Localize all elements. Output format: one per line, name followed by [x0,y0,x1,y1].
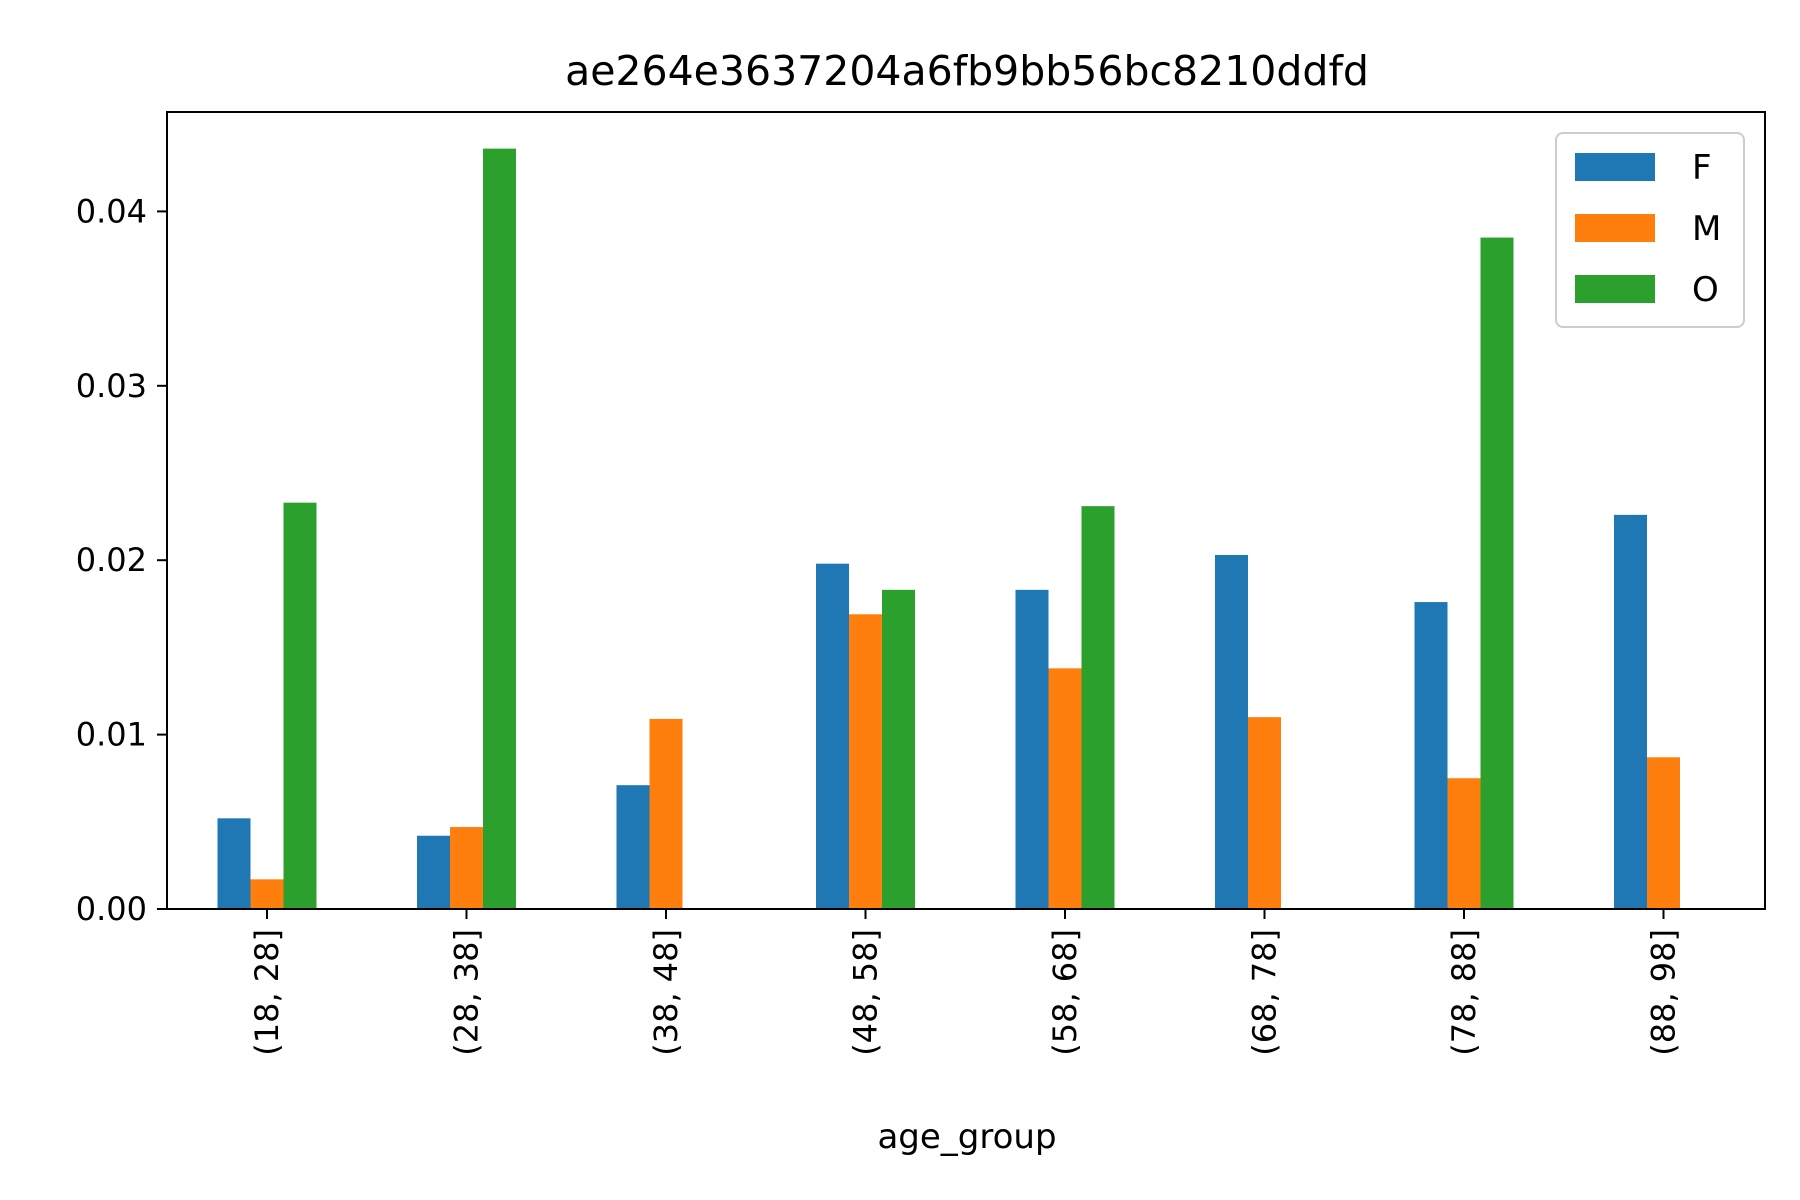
bar-f-6 [1414,602,1448,909]
chart-title: ae264e3637204a6fb9bb56bc8210ddfd [565,47,1369,95]
bar-o-3 [882,589,915,909]
legend-swatch-m [1575,214,1655,242]
bars-layer [217,148,1680,909]
bar-f-1 [417,835,450,909]
x-tick-label: (88, 98] [1645,929,1683,1056]
bar-m-3 [849,614,882,909]
bar-f-0 [217,818,251,909]
x-axis-ticks: (18, 28] (28, 38] (38, 48] (48, 58] (58, 68]… [248,909,1683,1056]
bar-m-5 [1248,717,1281,909]
x-tick-label: (28, 38] [448,929,486,1056]
x-tick-label: (68, 78] [1246,929,1284,1056]
bar-f-3 [816,563,849,909]
bar-o-6 [1480,237,1514,909]
bar-m-7 [1647,757,1680,909]
bar-o-0 [283,502,317,909]
x-tick-label: (18, 28] [248,929,286,1056]
y-tick-label: 0.04 [76,192,147,230]
bar-o-4 [1081,506,1115,909]
bar-f-5 [1215,554,1248,909]
x-tick-label: (78, 88] [1445,929,1483,1056]
legend-label-f: F [1692,148,1712,188]
bar-m-4 [1048,668,1082,909]
x-tick-label: (58, 68] [1046,929,1084,1056]
y-axis-ticks: 0.00 0.01 0.02 0.03 0.04 [76,192,167,928]
x-tick-label: (48, 58] [847,929,885,1056]
y-tick-label: 0.03 [76,367,147,405]
legend-items: FMO [1575,148,1721,310]
x-axis-label: age_group [877,1117,1056,1157]
bar-m-1 [450,827,483,909]
x-tick-label: (38, 48] [647,929,685,1056]
bar-o-1 [483,148,516,909]
bar-f-2 [616,785,650,909]
legend-label-o: O [1692,270,1719,310]
legend-swatch-o [1575,275,1655,303]
bar-f-4 [1015,589,1049,909]
legend-label-m: M [1692,209,1721,249]
bar-m-2 [649,718,683,909]
y-tick-label: 0.00 [76,890,147,928]
legend-swatch-f [1575,153,1655,181]
bar-m-0 [250,879,284,909]
bar-m-6 [1447,778,1481,909]
axes-frame [166,111,1766,910]
legend: FMO [1555,132,1745,328]
y-tick-label: 0.02 [76,541,147,579]
y-tick-label: 0.01 [76,716,147,754]
bar-f-7 [1614,514,1647,909]
